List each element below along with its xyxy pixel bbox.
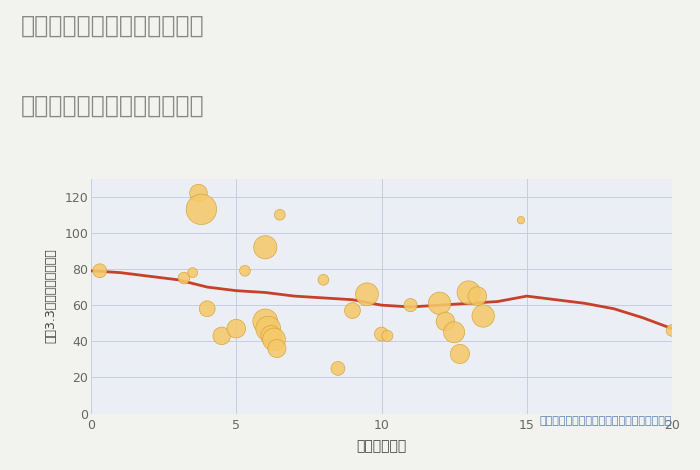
Point (262, 325, 274, 332)
Point (440, 318, 451, 325)
Point (268, 336, 279, 343)
Point (463, 289, 475, 296)
Point (361, 290, 372, 298)
Point (265, 332, 276, 340)
Point (472, 292, 483, 300)
Text: 円の大きさは、取引のあった物件面積を示す: 円の大きさは、取引のあった物件面積を示す (540, 416, 672, 426)
Point (382, 332, 393, 340)
Point (434, 299, 445, 307)
Point (272, 345, 283, 352)
Point (477, 312, 489, 320)
Point (239, 267, 251, 274)
Point (193, 189, 204, 197)
Text: 三重県四日市市阿倉川新町の: 三重県四日市市阿倉川新町の (21, 14, 204, 38)
Point (449, 329, 460, 336)
Point (216, 332, 228, 340)
Point (187, 269, 198, 276)
Point (318, 276, 329, 283)
Point (515, 216, 526, 224)
X-axis label: 駅距離（分）: 駅距離（分） (356, 439, 407, 453)
Point (346, 307, 358, 314)
Point (231, 325, 242, 332)
Point (454, 350, 466, 358)
Point (666, 327, 678, 334)
Y-axis label: 坪（3.3㎡）単価（万円）: 坪（3.3㎡）単価（万円） (44, 249, 57, 344)
Point (260, 318, 271, 325)
Point (260, 243, 271, 251)
Point (405, 301, 416, 309)
Point (94, 267, 105, 274)
Text: 駅距離別中古マンション価格: 駅距離別中古マンション価格 (21, 94, 204, 118)
Point (196, 205, 207, 213)
Point (332, 365, 344, 372)
Point (274, 211, 286, 219)
Point (202, 305, 213, 313)
Point (178, 274, 190, 282)
Point (376, 330, 387, 338)
